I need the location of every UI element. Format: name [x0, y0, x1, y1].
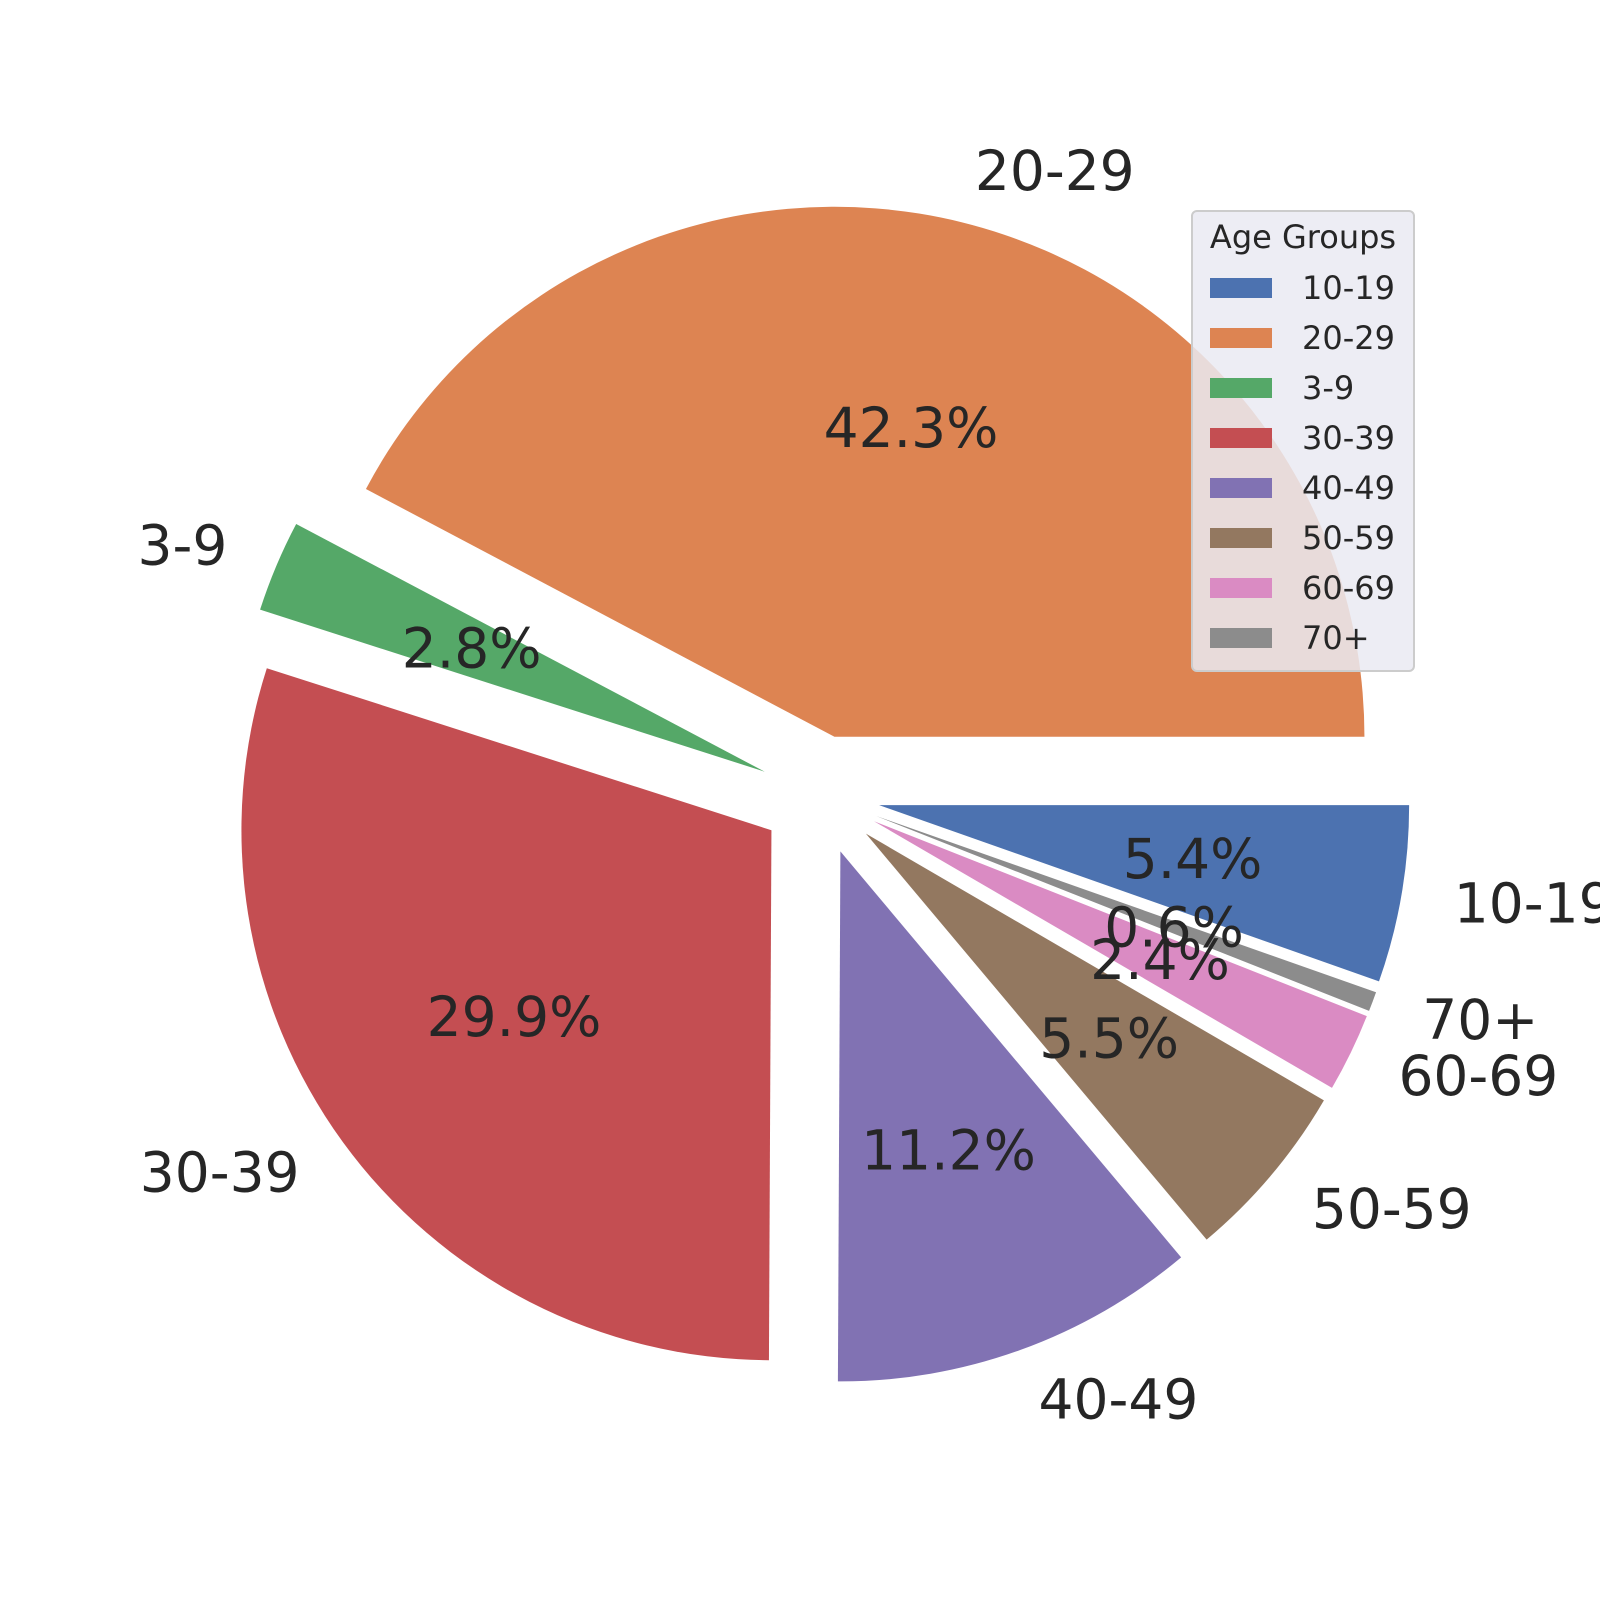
pie-slice-10-19	[879, 805, 1410, 982]
percent-label-3-9: 2.8%	[402, 616, 542, 680]
category-label-70plus: 70+	[1422, 988, 1538, 1052]
percent-label-10-19: 5.4%	[1123, 827, 1263, 891]
legend-label-40-49: 40-49	[1302, 469, 1395, 507]
legend-label-50-59: 50-59	[1302, 519, 1395, 557]
percent-label-20-29: 42.3%	[824, 396, 999, 460]
legend-swatch-60-69	[1210, 578, 1272, 598]
legend-label-70plus: 70+	[1302, 619, 1370, 657]
legend-swatch-20-29	[1210, 328, 1272, 348]
pie-slice-60-69	[873, 821, 1367, 1088]
category-label-3-9: 3-9	[138, 513, 228, 577]
legend-label-3-9: 3-9	[1302, 369, 1354, 407]
category-label-60-69: 60-69	[1398, 1044, 1558, 1108]
legend-swatch-10-19	[1210, 278, 1272, 298]
category-label-40-49: 40-49	[1039, 1368, 1199, 1432]
pie-slice-70plus	[876, 816, 1377, 1011]
legend-entries: 10-19 20-29 3-9 30-39 40-49 50-59 60-69 70+	[1210, 269, 1395, 657]
legend-swatch-40-49	[1210, 478, 1272, 498]
pie-slice-3-9	[260, 523, 765, 772]
legend-label-20-29: 20-29	[1302, 319, 1395, 357]
legend-label-30-39: 30-39	[1302, 419, 1395, 457]
legend: Age Groups 10-19 20-29 3-9 30-39 40-49 50-59 6…	[1191, 210, 1415, 672]
category-label-10-19: 10-19	[1454, 871, 1600, 935]
legend-title: Age Groups	[1210, 218, 1396, 256]
pie-slices	[241, 206, 1410, 1382]
percent-label-50-59: 5.5%	[1039, 1006, 1179, 1070]
legend-swatch-3-9	[1210, 378, 1272, 398]
pie-slice-20-29	[365, 206, 1365, 737]
pie-slice-30-39	[241, 668, 772, 1361]
percent-label-30-39: 29.9%	[427, 985, 602, 1049]
pie-slice-50-59	[865, 833, 1324, 1240]
pie-slice-40-49	[837, 851, 1182, 1382]
percent-label-60-69: 2.4%	[1090, 928, 1230, 992]
legend-label-60-69: 60-69	[1302, 569, 1395, 607]
legend-swatch-30-39	[1210, 428, 1272, 448]
legend-swatch-50-59	[1210, 528, 1272, 548]
legend-label-10-19: 10-19	[1302, 269, 1395, 307]
percent-labels: 5.4%0.6%2.4% 5.5%11.2% 29.9% 2.8% 42.3%	[402, 396, 1263, 1182]
percent-label-40-49: 11.2%	[861, 1118, 1036, 1182]
category-label-20-29: 20-29	[975, 139, 1135, 203]
category-label-50-59: 50-59	[1312, 1177, 1472, 1241]
legend-swatch-70plus	[1210, 628, 1272, 648]
percent-label-70plus: 0.6%	[1104, 895, 1244, 959]
legend-box	[1191, 210, 1415, 672]
category-label-30-39: 30-39	[140, 1141, 300, 1205]
